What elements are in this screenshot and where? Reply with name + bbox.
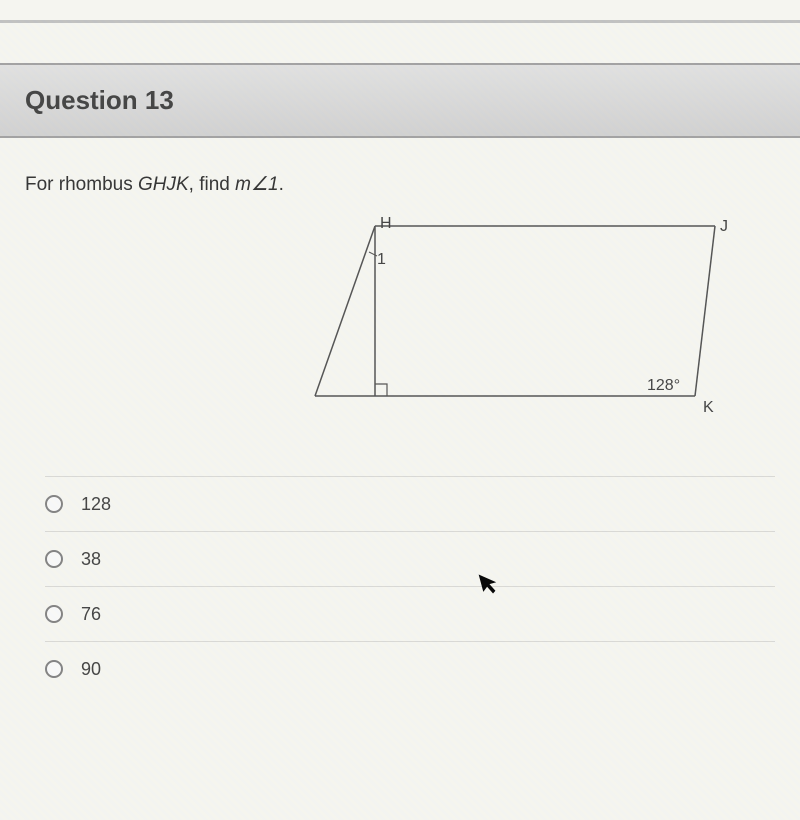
diagram-container: HJGK128°1 [25, 216, 775, 446]
svg-text:J: J [720, 218, 728, 235]
radio-icon[interactable] [45, 660, 63, 678]
rhombus-diagram: HJGK128°1 [305, 216, 745, 426]
svg-text:1: 1 [377, 251, 386, 268]
prompt-mid: , find [189, 174, 235, 195]
option-row[interactable]: 128 [45, 476, 775, 531]
question-title: Question 13 [25, 85, 775, 116]
radio-icon[interactable] [45, 605, 63, 623]
angle-measure: m∠1 [235, 174, 278, 195]
top-divider [0, 20, 800, 23]
svg-text:H: H [380, 216, 392, 232]
radio-icon[interactable] [45, 495, 63, 513]
option-row[interactable]: 38 [45, 531, 775, 586]
option-label: 38 [81, 549, 101, 570]
option-label: 90 [81, 659, 101, 680]
option-label: 128 [81, 494, 111, 515]
prompt-prefix: For rhombus [25, 174, 138, 195]
svg-text:K: K [703, 399, 714, 416]
rhombus-name: GHJK [138, 174, 189, 195]
svg-text:128°: 128° [647, 377, 680, 394]
option-row[interactable]: 76 [45, 586, 775, 641]
option-label: 76 [81, 604, 101, 625]
option-row[interactable]: 90 [45, 641, 775, 696]
prompt-suffix: . [279, 174, 284, 195]
radio-icon[interactable] [45, 550, 63, 568]
answer-options: 128 38 76 90 [25, 476, 775, 696]
question-body: For rhombus GHJK, find m∠1. HJGK128°1 12… [0, 138, 800, 716]
question-header: Question 13 [0, 63, 800, 138]
question-prompt: For rhombus GHJK, find m∠1. [25, 173, 775, 196]
